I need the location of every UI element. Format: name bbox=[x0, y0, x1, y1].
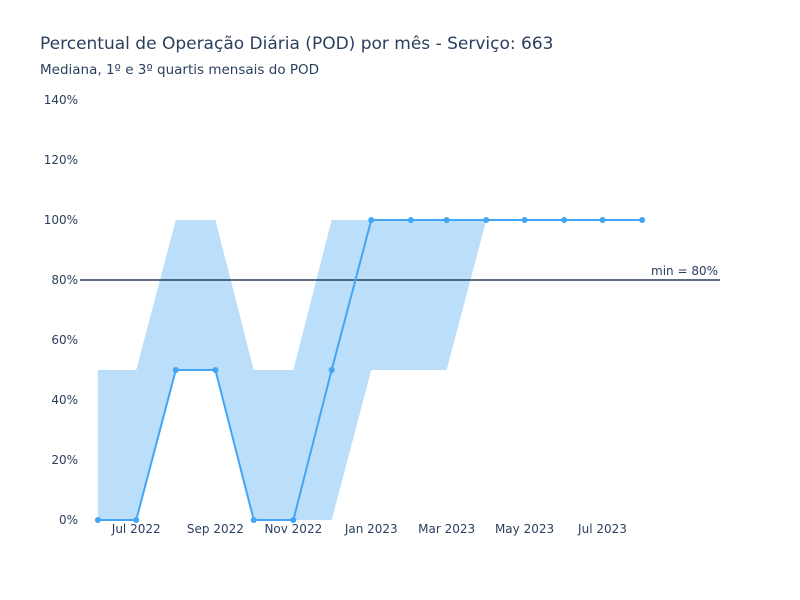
y-tick-label: 80% bbox=[51, 273, 78, 287]
median-point bbox=[599, 217, 606, 223]
x-tick-label: Mar 2023 bbox=[418, 522, 475, 536]
median-points-layer bbox=[94, 217, 646, 523]
quartile-band-layer bbox=[97, 220, 643, 520]
quartile-band bbox=[97, 220, 643, 520]
y-tick-label: 60% bbox=[51, 333, 78, 347]
threshold-layer: min = 80% bbox=[80, 264, 720, 281]
y-axis: 0% 20% 40% 60% 80% 100% 120% 140% bbox=[44, 93, 78, 527]
median-point bbox=[133, 517, 140, 523]
median-point bbox=[172, 367, 179, 373]
x-tick-label: Nov 2022 bbox=[264, 522, 322, 536]
median-point bbox=[407, 217, 414, 223]
median-point bbox=[443, 217, 450, 223]
y-tick-label: 120% bbox=[44, 153, 78, 167]
median-point bbox=[561, 217, 568, 223]
threshold-label: min = 80% bbox=[651, 264, 718, 278]
y-tick-label: 40% bbox=[51, 393, 78, 407]
y-tick-label: 140% bbox=[44, 93, 78, 107]
y-tick-label: 20% bbox=[51, 453, 78, 467]
y-tick-label: 100% bbox=[44, 213, 78, 227]
median-point bbox=[639, 217, 646, 223]
x-axis: Jul 2022 Sep 2022 Nov 2022 Jan 2023 Mar 2023… bbox=[111, 522, 627, 536]
median-point bbox=[212, 367, 219, 373]
x-tick-label: May 2023 bbox=[495, 522, 554, 536]
x-tick-label: Sep 2022 bbox=[187, 522, 244, 536]
median-point bbox=[290, 517, 297, 523]
median-point bbox=[94, 517, 101, 523]
x-tick-label: Jul 2022 bbox=[111, 522, 161, 536]
x-tick-label: Jul 2023 bbox=[577, 522, 627, 536]
median-point bbox=[483, 217, 490, 223]
x-tick-label: Jan 2023 bbox=[344, 522, 398, 536]
y-tick-label: 0% bbox=[59, 513, 78, 527]
median-point bbox=[368, 217, 375, 223]
median-point bbox=[328, 367, 335, 373]
chart-subtitle: Mediana, 1º e 3º quartis mensais do POD bbox=[40, 62, 320, 78]
chart-title: Percentual de Operação Diária (POD) por … bbox=[40, 34, 554, 54]
median-point bbox=[250, 517, 257, 523]
median-point bbox=[521, 217, 528, 223]
